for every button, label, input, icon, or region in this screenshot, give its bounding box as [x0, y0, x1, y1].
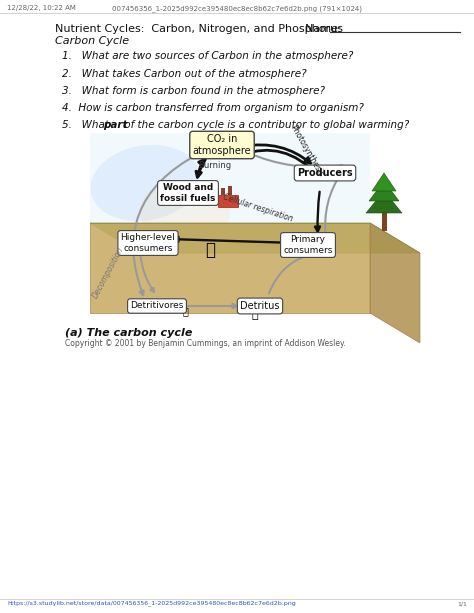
Text: CO₂ in
atmosphere: CO₂ in atmosphere [193, 134, 251, 156]
Text: 3.   What form is carbon found in the atmosphere?: 3. What form is carbon found in the atmo… [62, 86, 325, 96]
Polygon shape [369, 181, 399, 201]
Text: 007456356_1-2025d992ce395480ec8ec8b62c7e6d2b.png (791×1024): 007456356_1-2025d992ce395480ec8ec8b62c7e… [112, 5, 362, 12]
Bar [228, 186, 232, 195]
Polygon shape [372, 173, 396, 191]
Text: Cellular respiration: Cellular respiration [222, 192, 294, 224]
Polygon shape [370, 223, 420, 343]
Text: Decomposition: Decomposition [91, 246, 126, 300]
Text: Nutrient Cycles:  Carbon, Nitrogen, and Phosphorus: Nutrient Cycles: Carbon, Nitrogen, and P… [55, 24, 343, 34]
Bar [382, 213, 387, 231]
Bar [221, 188, 225, 195]
Text: 🦠: 🦠 [182, 306, 188, 316]
Text: Detritus: Detritus [240, 301, 280, 311]
Text: Burning: Burning [199, 161, 232, 170]
Text: of the carbon cycle is a contributor to global warming?: of the carbon cycle is a contributor to … [121, 120, 410, 130]
Text: 🍂: 🍂 [252, 310, 258, 320]
Text: 1.   What are two sources of Carbon in the atmosphere?: 1. What are two sources of Carbon in the… [62, 51, 354, 61]
Bar [218, 195, 238, 207]
Ellipse shape [140, 180, 230, 246]
Text: part: part [103, 120, 128, 130]
Polygon shape [366, 191, 402, 213]
Text: Primary
consumers: Primary consumers [283, 235, 333, 254]
Text: Photosynthesis: Photosynthesis [288, 124, 325, 178]
Text: 4.  How is carbon transferred from organism to organism?: 4. How is carbon transferred from organi… [62, 103, 364, 113]
Text: (a) The carbon cycle: (a) The carbon cycle [65, 328, 192, 338]
Text: 🐇: 🐇 [281, 234, 289, 246]
Text: Carbon Cycle: Carbon Cycle [55, 36, 129, 46]
Ellipse shape [91, 145, 200, 221]
Text: Producers: Producers [297, 168, 353, 178]
Text: https://s3.studylib.net/store/data/007456356_1-2025d992ce395480ec8ec8b62c7e6d2b.: https://s3.studylib.net/store/data/00745… [7, 600, 296, 606]
Text: Copyright © 2001 by Benjamin Cummings, an imprint of Addison Wesley.: Copyright © 2001 by Benjamin Cummings, a… [65, 339, 346, 348]
Text: Name:: Name: [305, 24, 345, 34]
Text: 2.   What takes Carbon out of the atmosphere?: 2. What takes Carbon out of the atmosphe… [62, 69, 307, 79]
Polygon shape [90, 223, 420, 253]
Text: Higher-level
consumers: Higher-level consumers [120, 234, 175, 253]
Text: Detritivores: Detritivores [130, 302, 184, 311]
FancyBboxPatch shape [90, 133, 370, 223]
Text: Wood and
fossil fuels: Wood and fossil fuels [160, 183, 216, 203]
Text: 🐺: 🐺 [205, 241, 215, 259]
Polygon shape [90, 223, 370, 313]
Text: 5.   What: 5. What [62, 120, 112, 130]
Text: 1/1: 1/1 [457, 601, 467, 606]
Text: 12/28/22, 10:22 AM: 12/28/22, 10:22 AM [7, 5, 76, 11]
